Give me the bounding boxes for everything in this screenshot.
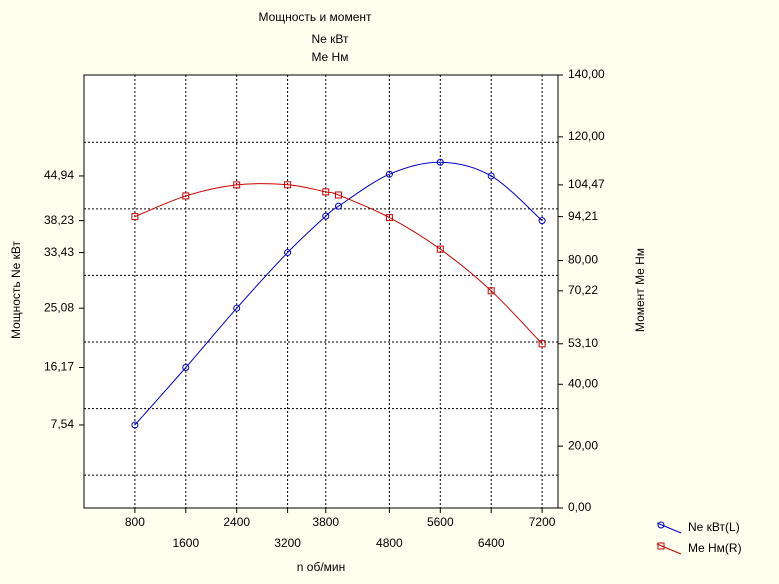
x-tick-label: 4800 [376, 536, 403, 550]
y2-tick-label: 94,21 [568, 209, 598, 223]
y2-tick-label: 140,00 [568, 67, 605, 81]
x-tick-label: 5600 [427, 515, 454, 529]
y2-tick-label: 53,10 [568, 336, 598, 350]
y-tick-label: 33,43 [44, 245, 74, 259]
marker [284, 249, 292, 257]
marker [233, 304, 241, 312]
marker [284, 181, 292, 189]
y-tick-label: 7,54 [51, 417, 75, 431]
series-line [134, 183, 543, 345]
x-tick-label: 6400 [478, 536, 505, 550]
y-tick-label: 16,17 [44, 360, 74, 374]
x-tick-label: 3200 [274, 536, 301, 550]
x-tick-label: 2400 [223, 515, 250, 529]
y2-tick-label: 20,00 [568, 438, 598, 452]
y2-axis-label: Момент Me Нм [633, 248, 647, 332]
y2-tick-label: 40,00 [568, 376, 598, 390]
chart-subtitle: Ne кВт [311, 32, 349, 46]
marker [657, 542, 665, 550]
marker [436, 245, 444, 253]
x-tick-label: 3800 [312, 515, 339, 529]
legend-label: Ne кВт(L) [688, 520, 740, 534]
plot-frame [83, 74, 559, 509]
y2-tick-label: 80,00 [568, 253, 598, 267]
marker [538, 217, 546, 225]
y-tick-label: 25,08 [44, 300, 74, 314]
marker [487, 287, 495, 295]
marker [487, 172, 495, 180]
marker [436, 158, 444, 166]
marker [322, 212, 330, 220]
x-tick-label: 1600 [172, 536, 199, 550]
marker [334, 191, 342, 199]
y2-tick-label: 0,00 [568, 500, 592, 514]
marker [385, 214, 393, 222]
x-tick-label: 7200 [529, 515, 556, 529]
plot-area [84, 75, 558, 508]
legend-line [656, 522, 682, 534]
legend-line [656, 543, 682, 555]
marker [182, 364, 190, 372]
y-tick-label: 38,23 [44, 213, 74, 227]
series-line [134, 161, 543, 426]
marker [385, 170, 393, 178]
marker [657, 521, 665, 529]
y2-tick-label: 120,00 [568, 129, 605, 143]
y2-tick-label: 70,22 [568, 283, 598, 297]
legend-label: Me Нм(R) [688, 541, 742, 555]
y-axis-label: Мощность Ne кВт [9, 240, 23, 339]
chart-title: Мощность и момент [258, 10, 372, 24]
marker [131, 421, 139, 429]
marker [322, 188, 330, 196]
chart-subtitle: Me Нм [312, 50, 349, 64]
y2-tick-label: 104,47 [568, 177, 605, 191]
marker [334, 202, 342, 210]
x-axis-label: n об/мин [297, 560, 345, 574]
marker [131, 213, 139, 221]
marker [182, 192, 190, 200]
y-tick-label: 44,94 [44, 168, 74, 182]
marker [233, 181, 241, 189]
x-tick-label: 800 [125, 515, 145, 529]
marker [538, 340, 546, 348]
